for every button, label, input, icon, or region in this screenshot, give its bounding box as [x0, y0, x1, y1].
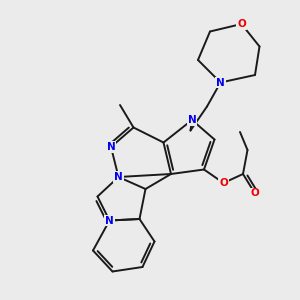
- Text: N: N: [188, 115, 196, 125]
- Text: N: N: [105, 215, 114, 226]
- Text: O: O: [237, 19, 246, 29]
- Text: O: O: [219, 178, 228, 188]
- Text: N: N: [216, 77, 225, 88]
- Text: N: N: [106, 142, 116, 152]
- Text: O: O: [250, 188, 260, 199]
- Text: N: N: [114, 172, 123, 182]
